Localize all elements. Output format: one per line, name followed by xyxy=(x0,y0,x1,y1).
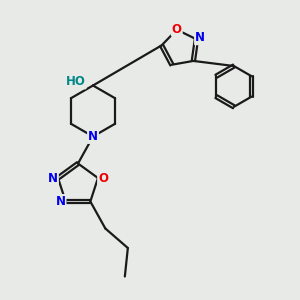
Text: N: N xyxy=(48,172,58,184)
Text: HO: HO xyxy=(66,75,86,88)
Text: O: O xyxy=(172,22,182,36)
Text: N: N xyxy=(88,130,98,143)
Text: N: N xyxy=(56,195,66,208)
Text: O: O xyxy=(98,172,108,184)
Text: N: N xyxy=(195,31,205,44)
